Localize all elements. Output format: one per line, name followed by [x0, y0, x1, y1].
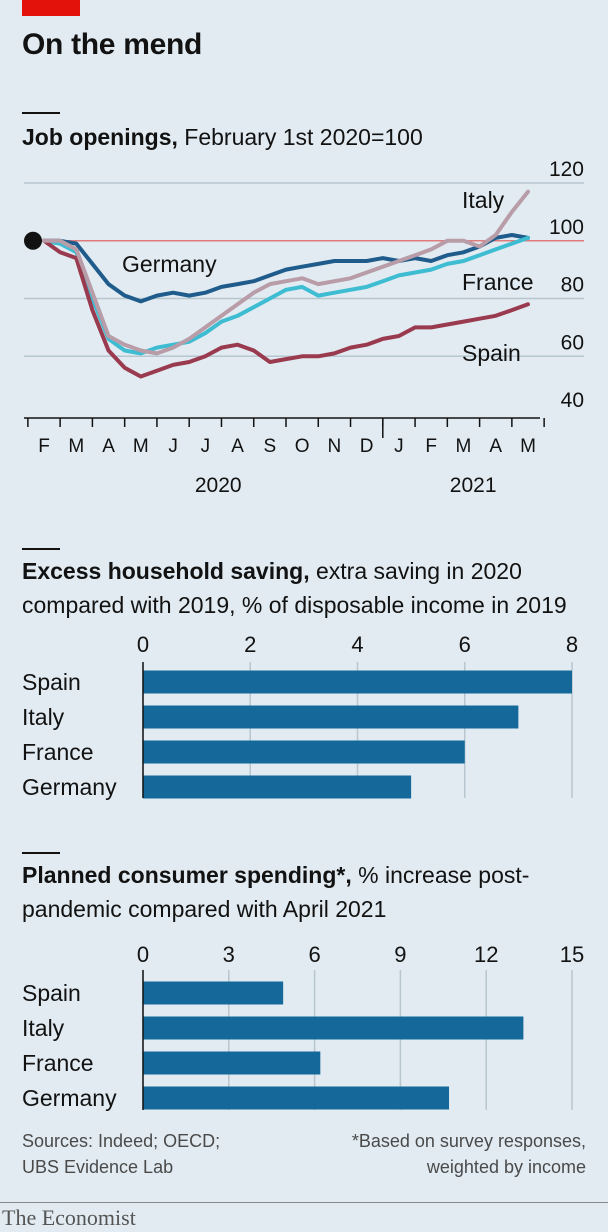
x-tick-label: J: [201, 436, 211, 457]
series-line-germany: [42, 233, 530, 304]
start-marker: [24, 231, 42, 250]
category-label: Germany: [22, 774, 117, 800]
sources-line-2: UBS Evidence Lab: [22, 1157, 174, 1177]
category-label: Spain: [22, 669, 81, 695]
bar-germany: [143, 1086, 450, 1110]
bar-germany: [143, 775, 412, 799]
spending-title: Planned consumer spending*, % increase p…: [22, 858, 592, 926]
y-tick-label: 100: [549, 216, 584, 239]
x-tick-label: A: [231, 436, 244, 457]
year-label-2020: 2020: [195, 474, 242, 497]
x-tick-label: 9: [394, 942, 406, 967]
x-tick-label: 3: [223, 942, 235, 967]
y-tick-label: 120: [549, 158, 584, 181]
job-openings-title-rest: February 1st 2020=100: [177, 124, 423, 150]
section-rule: [22, 112, 60, 114]
x-tick-label: 2: [244, 632, 256, 657]
x-tick-label: O: [295, 436, 310, 457]
x-tick-label: D: [360, 436, 374, 457]
x-tick-label: F: [38, 436, 50, 457]
bar-italy: [143, 705, 519, 729]
saving-bar-chart: 0 2 4 6 8 Spain Italy France Germany: [22, 632, 578, 800]
spending-title-rest: % increase post-pandemic compared with A…: [22, 862, 530, 922]
x-tick-label: 0: [137, 942, 149, 967]
series-label-italy: Italy: [462, 187, 505, 213]
publisher-logo: The Economist: [2, 1205, 136, 1230]
x-tick-label: 4: [351, 632, 363, 657]
x-tick-label: 12: [474, 942, 498, 967]
y-tick-label: 60: [561, 331, 584, 354]
footnote: *Based on survey responses, weighted by …: [286, 1128, 586, 1180]
x-tick-label: F: [425, 436, 437, 457]
x-tick-label: N: [328, 436, 342, 457]
saving-title-rest: extra saving in 2020 compared with 2019,…: [22, 558, 567, 618]
spending-title-bold: Planned consumer spending*,: [22, 862, 352, 888]
x-tick-label: M: [133, 436, 149, 457]
bar-spain: [143, 981, 284, 1005]
sources-line-1: Sources: Indeed; OECD;: [22, 1131, 221, 1151]
category-label: Italy: [22, 1015, 65, 1041]
section-rule: [22, 548, 60, 550]
bar-france: [143, 1051, 321, 1075]
category-label: Italy: [22, 704, 65, 730]
year-label-2021: 2021: [450, 474, 497, 497]
x-tick-label: 0: [137, 632, 149, 657]
sources: Sources: Indeed; OECD; UBS Evidence Lab: [22, 1128, 282, 1180]
bar-france: [143, 740, 465, 764]
category-label: France: [22, 1050, 94, 1076]
y-tick-label: 40: [561, 389, 584, 412]
series-line-italy: [42, 189, 530, 356]
bar-spain: [143, 670, 572, 694]
y-tick-label: 80: [561, 274, 584, 297]
saving-title: Excess household saving, extra saving in…: [22, 554, 592, 622]
series-label-france: France: [462, 269, 534, 295]
x-tick-label: 6: [459, 632, 471, 657]
section-rule: [22, 852, 60, 854]
job-openings-title: Job openings, February 1st 2020=100: [22, 120, 592, 154]
saving-title-bold: Excess household saving,: [22, 558, 310, 584]
category-label: Spain: [22, 980, 81, 1006]
category-label: Germany: [22, 1085, 117, 1111]
x-tick-label: M: [456, 436, 472, 457]
series-label-spain: Spain: [462, 340, 521, 366]
page-title: On the mend: [22, 28, 203, 61]
footnote-line-1: *Based on survey responses,: [351, 1131, 586, 1151]
x-tick-label: S: [264, 436, 277, 457]
footer-divider: [0, 1202, 608, 1203]
footnote-line-2: weighted by income: [426, 1157, 586, 1177]
series-line-spain: [42, 238, 530, 379]
brand-red-tab: [22, 0, 80, 16]
job-openings-title-bold: Job openings,: [22, 124, 178, 150]
x-tick-label: M: [68, 436, 84, 457]
series-label-germany: Germany: [122, 251, 217, 277]
bar-italy: [143, 1016, 524, 1040]
spending-bar-chart: 0 3 6 9 12 15 Spain Italy France Germany: [22, 942, 584, 1111]
x-tick-label: A: [489, 436, 502, 457]
x-tick-label: M: [520, 436, 536, 457]
series-line-france: [42, 235, 530, 356]
category-label: France: [22, 739, 94, 765]
x-tick-label: J: [394, 436, 404, 457]
x-tick-label: 8: [566, 632, 578, 657]
x-tick-label: J: [168, 436, 178, 457]
x-tick-label: A: [102, 436, 115, 457]
x-tick-label: 15: [560, 942, 584, 967]
x-tick-label: 6: [308, 942, 320, 967]
